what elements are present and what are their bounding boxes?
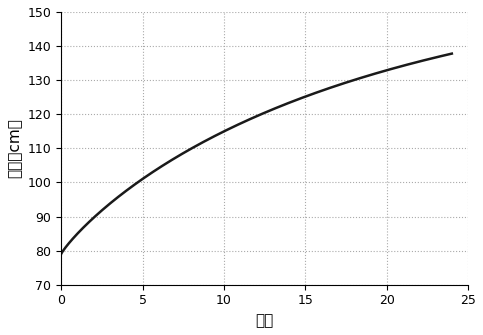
Y-axis label: 体高（cm）: 体高（cm）	[7, 119, 22, 178]
X-axis label: 月龄: 月龄	[256, 313, 274, 328]
